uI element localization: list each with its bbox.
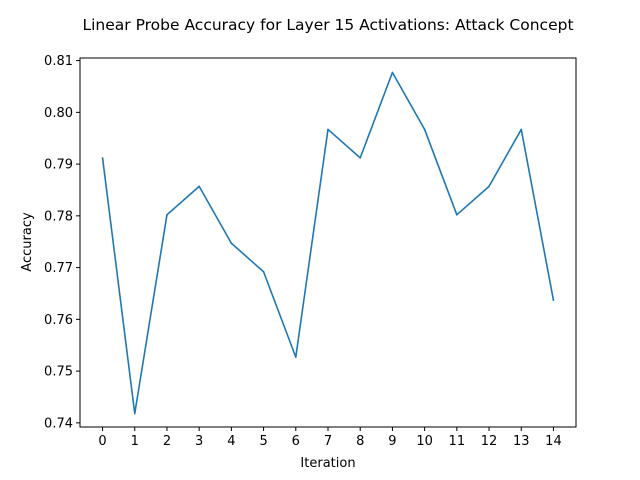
x-tick-label: 7 xyxy=(324,434,332,449)
data-point xyxy=(133,412,136,415)
x-axis-title: Iteration xyxy=(300,456,355,471)
plot-frame xyxy=(79,57,577,428)
x-tick-label: 9 xyxy=(388,434,396,449)
plot-area xyxy=(80,58,576,427)
x-tick-label: 12 xyxy=(481,434,498,449)
data-point xyxy=(294,356,297,358)
y-tick-label: 0.80 xyxy=(44,106,73,121)
data-point xyxy=(391,71,394,74)
data-point xyxy=(166,214,168,216)
x-tick-label: 8 xyxy=(356,434,364,449)
x-tick-label: 2 xyxy=(163,434,171,449)
data-point xyxy=(488,185,490,188)
x-tick-label: 5 xyxy=(259,434,267,449)
y-tick-label: 0.79 xyxy=(44,158,73,173)
y-axis-title: Accuracy xyxy=(20,212,35,272)
x-tick-label: 6 xyxy=(292,434,300,449)
data-point xyxy=(327,128,329,131)
y-tick-label: 0.81 xyxy=(44,54,73,69)
x-tick-label: 11 xyxy=(449,434,466,449)
y-tick-label: 0.76 xyxy=(44,313,73,328)
y-tick-label: 0.77 xyxy=(44,261,73,276)
x-tick-label: 10 xyxy=(416,434,433,449)
x-tick-label: 13 xyxy=(513,434,530,449)
chart-title: Linear Probe Accuracy for Layer 15 Activ… xyxy=(82,16,573,34)
x-tick-label: 14 xyxy=(545,434,562,449)
data-point xyxy=(359,157,362,159)
data-point xyxy=(520,128,523,131)
x-tick-label: 4 xyxy=(227,434,235,449)
data-point xyxy=(101,157,104,159)
data-point xyxy=(552,299,555,302)
data-point xyxy=(262,270,265,273)
series-layer xyxy=(101,71,555,415)
data-point xyxy=(230,242,233,245)
y-axis-ticks: 0.74 0.75 0.76 0.77 0.78 0.79 0.80 0.81 xyxy=(44,54,80,431)
y-tick-label: 0.74 xyxy=(44,416,73,431)
x-axis-ticks: 0 1 2 3 4 5 6 7 8 9 10 11 12 13 14 xyxy=(98,427,562,449)
x-tick-label: 0 xyxy=(98,434,106,449)
data-point xyxy=(198,185,200,188)
data-point xyxy=(423,128,426,131)
y-tick-label: 0.75 xyxy=(44,365,73,380)
x-tick-label: 1 xyxy=(131,434,139,449)
x-tick-label: 3 xyxy=(195,434,203,449)
y-tick-label: 0.78 xyxy=(44,209,73,224)
data-point xyxy=(456,214,458,216)
